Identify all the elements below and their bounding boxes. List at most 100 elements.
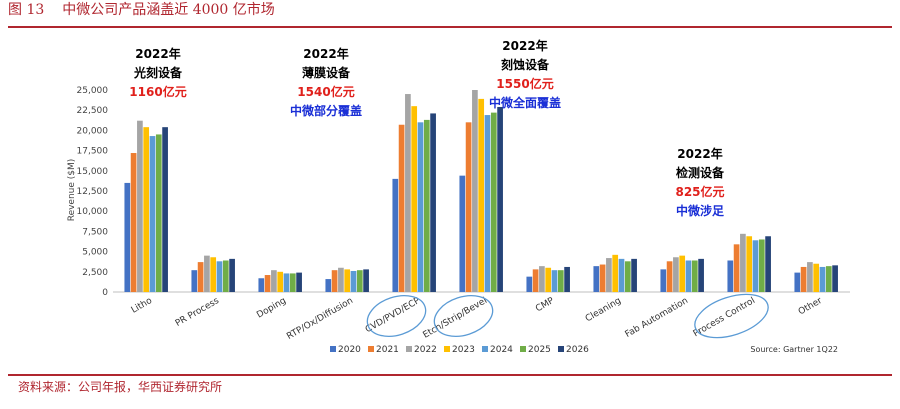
source-note: Source: Gartner 1Q22 — [750, 345, 838, 354]
y-tick-label: 0 — [102, 288, 108, 298]
annotation-line: 中微部分覆盖 — [290, 103, 362, 118]
bar — [765, 236, 771, 292]
bar — [216, 261, 223, 292]
legend-swatch — [406, 346, 412, 352]
x-tick-label: Fab Automation — [624, 296, 690, 340]
x-tick-label: Cleaning — [584, 296, 623, 324]
annotation-line: 2022年 — [677, 146, 722, 161]
y-tick-label: 25,000 — [77, 86, 109, 96]
bar — [612, 254, 619, 292]
bar — [526, 276, 533, 292]
x-tick-label: Other — [797, 296, 824, 318]
legend-swatch — [444, 346, 450, 352]
legend-label: 2026 — [566, 345, 589, 355]
bar — [363, 269, 369, 292]
y-tick-label: 20,000 — [77, 126, 109, 136]
y-tick-label: 12,500 — [77, 187, 109, 197]
bar — [794, 272, 801, 292]
x-tick-label: Process Control — [692, 296, 757, 339]
bar — [599, 264, 606, 292]
legend-label: 2021 — [376, 345, 399, 355]
bar — [137, 120, 143, 292]
bar — [472, 90, 478, 292]
legend-swatch — [368, 346, 374, 352]
bar — [417, 122, 424, 292]
bar — [727, 260, 734, 292]
bar — [752, 240, 759, 292]
bar — [666, 261, 673, 292]
bar — [733, 244, 740, 292]
bar — [832, 265, 838, 292]
bar — [264, 275, 271, 292]
bar — [813, 263, 820, 292]
bar — [398, 124, 405, 293]
x-tick-label: CMP — [534, 296, 556, 315]
annotation-line: 中微涉足 — [676, 203, 724, 218]
bar — [331, 270, 338, 292]
bar — [740, 233, 746, 292]
bar — [497, 106, 503, 292]
bar — [545, 267, 552, 292]
bar — [162, 127, 168, 292]
highlight-ellipses — [366, 293, 769, 339]
y-axis-label: Revenue ($M) — [67, 159, 77, 222]
annotation-line: 1160亿元 — [129, 84, 186, 99]
legend-swatch — [558, 346, 564, 352]
y-tick-label: 22,500 — [77, 106, 109, 116]
legend-label: 2022 — [414, 345, 437, 355]
annotation-line: 薄膜设备 — [302, 65, 351, 80]
figure-title-text: 中微公司产品涵盖近 4000 亿市场 — [62, 2, 275, 18]
bar — [130, 153, 137, 292]
bottom-rule — [8, 374, 892, 376]
legend-label: 2024 — [490, 345, 513, 355]
bar — [155, 134, 162, 292]
bar — [296, 272, 302, 292]
bar — [746, 236, 753, 292]
bar — [430, 113, 436, 293]
bar — [606, 258, 612, 292]
bar — [698, 258, 704, 292]
bar — [392, 178, 399, 292]
bar — [459, 175, 466, 292]
bar — [660, 269, 667, 292]
source-footer: 资料来源：公司年报，华西证券研究所 — [18, 380, 223, 394]
bar — [124, 182, 131, 292]
bar — [338, 267, 344, 292]
bar — [532, 269, 539, 292]
annotation-line: 2022年 — [135, 46, 180, 61]
bar — [271, 270, 277, 292]
y-tick-label: 10,000 — [77, 207, 109, 217]
bar — [465, 122, 472, 292]
bar — [484, 115, 491, 292]
bar — [564, 266, 570, 292]
legend-swatch — [520, 346, 526, 352]
bar — [283, 273, 290, 292]
highlight-ellipse — [366, 295, 427, 337]
annotation-line: 825亿元 — [675, 184, 724, 199]
bar — [679, 255, 686, 292]
annotation-line: 光刻设备 — [133, 65, 183, 80]
legend-label: 2025 — [528, 345, 551, 355]
bar — [691, 260, 698, 292]
legend-swatch — [330, 346, 336, 352]
bar — [423, 119, 430, 293]
x-tick-label: Etch/Strip/Bevel — [421, 296, 489, 341]
annotation-line: 2022年 — [502, 38, 547, 53]
bar — [539, 266, 545, 292]
bar — [800, 266, 807, 292]
bar — [551, 270, 558, 292]
bar — [478, 98, 485, 292]
highlight-ellipse — [433, 295, 494, 337]
annotation-line: 中微全面覆盖 — [489, 95, 561, 110]
x-tick-label: Doping — [255, 296, 288, 321]
bar — [631, 258, 637, 292]
bar — [490, 112, 497, 293]
bars — [124, 90, 838, 293]
bar — [356, 270, 363, 292]
bar — [149, 136, 156, 292]
